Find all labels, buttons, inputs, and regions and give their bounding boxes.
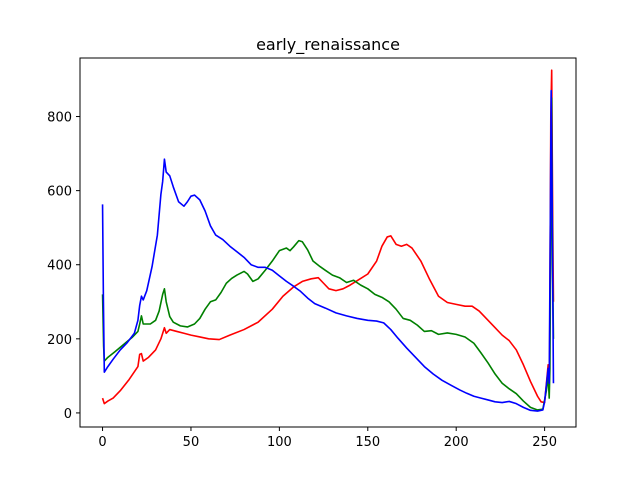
x-tick-label: 100	[267, 435, 292, 450]
y-tick-label: 600	[47, 185, 72, 200]
axes-layer: 0 50 100 150 200 250 0 200 400 600 800	[47, 57, 577, 450]
chart-title: early_renaissance	[256, 35, 400, 55]
x-tick-label: 150	[355, 435, 380, 450]
x-tick-label: 50	[183, 435, 200, 450]
series-line-2	[101, 89, 555, 412]
x-tick-label: 0	[98, 435, 106, 450]
series-line-0	[101, 69, 555, 405]
y-tick-label: 800	[47, 111, 72, 126]
series-layer	[101, 69, 555, 412]
y-tick-label: 200	[47, 333, 72, 348]
y-tick-label: 0	[64, 407, 72, 422]
series-line-1	[101, 97, 555, 411]
plot-frame	[79, 57, 577, 428]
y-tick-label: 400	[47, 259, 72, 274]
x-tick-label: 250	[532, 435, 557, 450]
x-tick-label: 200	[444, 435, 469, 450]
